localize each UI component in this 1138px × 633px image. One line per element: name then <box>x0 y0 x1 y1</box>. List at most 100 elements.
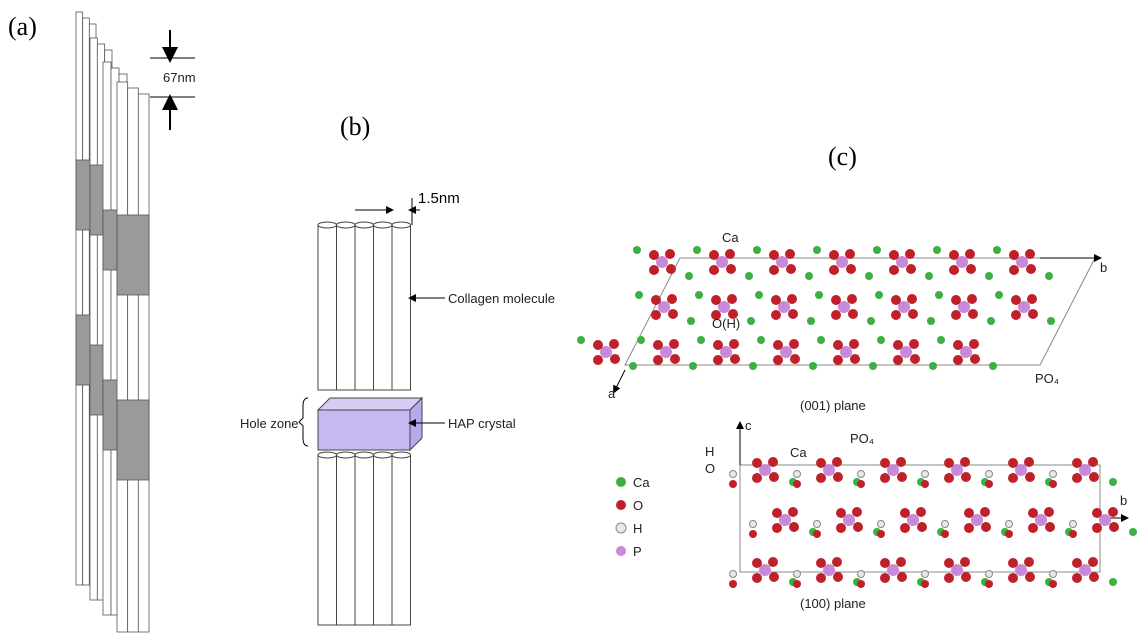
atom <box>880 573 890 583</box>
collagen-molecule <box>318 455 337 625</box>
atom <box>1088 557 1098 567</box>
atom <box>1028 309 1038 319</box>
atom <box>1072 458 1082 468</box>
page: (a) 67nm (b) 1.5nm Collagen molecule HAP… <box>0 0 1138 633</box>
atom <box>1072 558 1082 568</box>
atom <box>711 295 721 305</box>
atom <box>847 294 857 304</box>
legend-swatch <box>616 546 626 556</box>
atom <box>985 580 993 588</box>
atom <box>1072 573 1082 583</box>
atom <box>793 480 801 488</box>
atom <box>880 558 890 568</box>
atom <box>633 246 641 254</box>
atom <box>897 572 907 582</box>
atom <box>816 458 826 468</box>
collagen-molecule <box>392 455 411 625</box>
atom <box>649 265 659 275</box>
atom <box>933 246 941 254</box>
atom <box>985 272 993 280</box>
legend-swatch <box>616 523 626 533</box>
atom <box>1109 522 1119 532</box>
atom <box>816 573 826 583</box>
atom <box>729 580 737 588</box>
atom <box>730 571 737 578</box>
atom <box>709 250 719 260</box>
atom <box>832 457 842 467</box>
atom <box>1025 249 1035 259</box>
collagen-molecule <box>318 225 337 390</box>
atom <box>1024 557 1034 567</box>
atom <box>1108 507 1118 517</box>
atom <box>836 523 846 533</box>
atom <box>749 362 757 370</box>
atom <box>949 265 959 275</box>
atom <box>966 264 976 274</box>
atom <box>1089 472 1099 482</box>
atom <box>831 310 841 320</box>
atom <box>981 522 991 532</box>
atom <box>858 571 865 578</box>
atom <box>773 355 783 365</box>
atom <box>897 472 907 482</box>
atom <box>1009 265 1019 275</box>
atom <box>752 573 762 583</box>
atom <box>949 250 959 260</box>
label: Ca <box>722 230 739 245</box>
atom <box>852 507 862 517</box>
atom <box>577 336 585 344</box>
legend-label: Ca <box>633 475 650 490</box>
atom <box>789 522 799 532</box>
atom <box>1109 578 1117 586</box>
atom <box>805 272 813 280</box>
atom <box>788 507 798 517</box>
atom <box>729 480 737 488</box>
atom <box>1092 508 1102 518</box>
atom <box>1069 530 1077 538</box>
atom <box>649 250 659 260</box>
collagen-molecule <box>355 225 374 390</box>
panel-label: (b) <box>340 112 370 141</box>
atom <box>1008 473 1018 483</box>
panel-label: (c) <box>828 142 857 171</box>
atom <box>1088 457 1098 467</box>
panel-c <box>577 246 1137 588</box>
atom <box>944 473 954 483</box>
panel-b <box>318 222 422 625</box>
atom <box>787 294 797 304</box>
atom <box>668 309 678 319</box>
fibril <box>117 82 128 632</box>
dimension-label: 1.5nm <box>418 190 460 207</box>
label: PO₄ <box>1035 371 1059 386</box>
atom <box>693 246 701 254</box>
atom <box>685 272 693 280</box>
atom <box>653 340 663 350</box>
atom <box>964 508 974 518</box>
atom <box>906 264 916 274</box>
atom <box>961 572 971 582</box>
atom <box>1011 310 1021 320</box>
collagen-molecule <box>355 455 374 625</box>
atom <box>908 309 918 319</box>
atom <box>865 272 873 280</box>
collagen-molecule <box>374 455 393 625</box>
atom <box>877 530 885 538</box>
atom <box>1045 522 1055 532</box>
atom <box>986 471 993 478</box>
atom <box>697 336 705 344</box>
cylinder-top <box>318 222 337 228</box>
atom <box>922 571 929 578</box>
plane-label: (100) plane <box>800 596 866 611</box>
atom <box>790 354 800 364</box>
plane-label: (001) plane <box>800 398 866 413</box>
cylinder-top <box>355 222 374 228</box>
atom <box>695 291 703 299</box>
atom <box>832 557 842 567</box>
atom <box>1070 521 1077 528</box>
atom <box>637 336 645 344</box>
atom <box>1047 317 1055 325</box>
atom <box>1129 528 1137 536</box>
atom <box>1050 571 1057 578</box>
atom <box>815 291 823 299</box>
atom <box>1026 264 1036 274</box>
